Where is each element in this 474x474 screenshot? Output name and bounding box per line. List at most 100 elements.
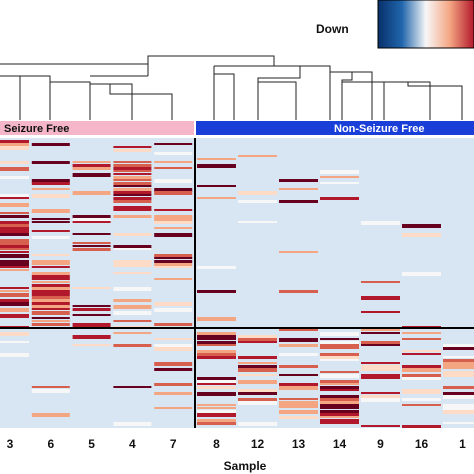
heatmap-cell	[238, 356, 277, 359]
heatmap-cell	[279, 386, 318, 390]
heatmap-cell	[154, 302, 193, 306]
heatmap-cell	[113, 182, 152, 185]
heatmap-cell	[402, 350, 441, 352]
heatmap-cell	[113, 194, 152, 196]
heatmap-cell	[154, 218, 193, 221]
dendrogram	[0, 55, 463, 120]
heatmap-cell	[238, 368, 277, 372]
sample-label: 3	[7, 437, 14, 451]
heatmap-cell	[0, 299, 29, 303]
heatmap-cell	[320, 338, 359, 340]
sample-label: 7	[170, 437, 177, 451]
heatmap-cell	[72, 221, 111, 223]
heatmap-cell	[238, 155, 277, 157]
heatmap-cell	[0, 239, 29, 243]
heatmap-cell	[238, 362, 277, 364]
heatmap-cell	[0, 293, 29, 297]
heatmap-cell	[320, 383, 359, 385]
heatmap-cell	[113, 320, 152, 322]
heatmap-cell	[154, 215, 193, 219]
heatmap-cell	[72, 323, 111, 327]
heatmap-cell	[320, 359, 359, 361]
heatmap-cell	[113, 197, 152, 200]
heatmap-cell	[0, 167, 29, 171]
heatmap-cell	[0, 290, 29, 292]
heatmap-cell	[154, 191, 193, 195]
heatmap-cell	[0, 224, 29, 228]
heatmap-cell	[320, 380, 359, 383]
heatmap-cell	[279, 251, 318, 253]
heatmap-cell	[113, 146, 152, 148]
heatmap-cell	[361, 374, 400, 378]
heatmap-cell	[279, 290, 318, 293]
heatmap-cell	[0, 194, 29, 197]
heatmap-cell	[72, 314, 111, 316]
heatmap-cell	[0, 248, 29, 250]
heatmap-cell	[197, 158, 236, 160]
heatmap-cell	[154, 152, 193, 155]
heatmap-cell	[0, 221, 29, 224]
heatmap-cell	[113, 206, 152, 210]
heatmap-cell	[31, 389, 70, 393]
heatmap-cell	[238, 389, 277, 393]
heatmap-cell	[443, 371, 474, 375]
heatmap-cell	[31, 290, 70, 293]
sample-label: 14	[333, 437, 347, 451]
heatmap-cell	[443, 407, 474, 411]
heatmap-cell	[0, 146, 29, 150]
heatmap-cell	[31, 182, 70, 185]
heatmap-cell	[31, 386, 70, 388]
heatmap-cell	[72, 245, 111, 247]
heatmap-cell	[443, 422, 474, 424]
heatmap-cell	[197, 341, 236, 345]
heatmap-cell	[113, 311, 152, 315]
heatmap-cell	[113, 386, 152, 388]
heatmap-cell	[402, 353, 441, 355]
legend-label: Down	[316, 22, 349, 36]
heatmap-cell	[0, 251, 29, 253]
heatmap-cell	[113, 173, 152, 175]
heatmap-cell	[72, 173, 111, 177]
heatmap-cell	[197, 419, 236, 423]
heatmap-cell	[72, 191, 111, 195]
heatmap-cell	[197, 164, 236, 168]
heatmap-cell	[402, 374, 441, 378]
heatmap-cell	[31, 284, 70, 288]
heatmap-cell	[113, 188, 152, 191]
heatmap-cell	[0, 143, 29, 147]
heatmap-cell	[443, 347, 474, 350]
heatmap-cell	[113, 167, 152, 170]
heatmap-cell	[154, 260, 193, 263]
heatmap-cell	[320, 404, 359, 408]
heatmap-cell	[320, 176, 359, 178]
heatmap-cell	[154, 143, 193, 145]
heatmap-cell	[443, 410, 474, 414]
heatmap-cell	[361, 332, 400, 334]
sample-label: 6	[47, 437, 54, 451]
heatmap-cell	[154, 254, 193, 258]
heatmap-cell	[197, 185, 236, 187]
heatmap-cell	[31, 305, 70, 309]
heatmap-cell	[320, 410, 359, 414]
sample-label: 12	[251, 437, 265, 451]
heatmap-cell	[443, 386, 474, 389]
heatmap-cell	[197, 332, 236, 335]
heatmap-cell	[0, 263, 29, 267]
heatmap-cell	[0, 308, 29, 312]
heatmap-cell	[402, 233, 441, 237]
heatmap-cell	[361, 368, 400, 371]
heatmap-cell	[31, 311, 70, 315]
heatmap-cell	[154, 344, 193, 347]
heatmap-cell	[197, 344, 236, 346]
heatmap-cell	[154, 383, 193, 386]
heatmap-cell	[320, 419, 359, 422]
heatmap-cell	[443, 359, 474, 362]
heatmap-cell	[31, 236, 70, 239]
heatmap-cell	[72, 164, 111, 167]
heatmap-cell	[361, 344, 400, 346]
heatmap-cell	[0, 341, 29, 343]
heatmap-cell	[113, 248, 152, 250]
heatmap-cell	[113, 263, 152, 267]
heatmap-cell	[443, 392, 474, 396]
heatmap-cell	[113, 422, 152, 426]
